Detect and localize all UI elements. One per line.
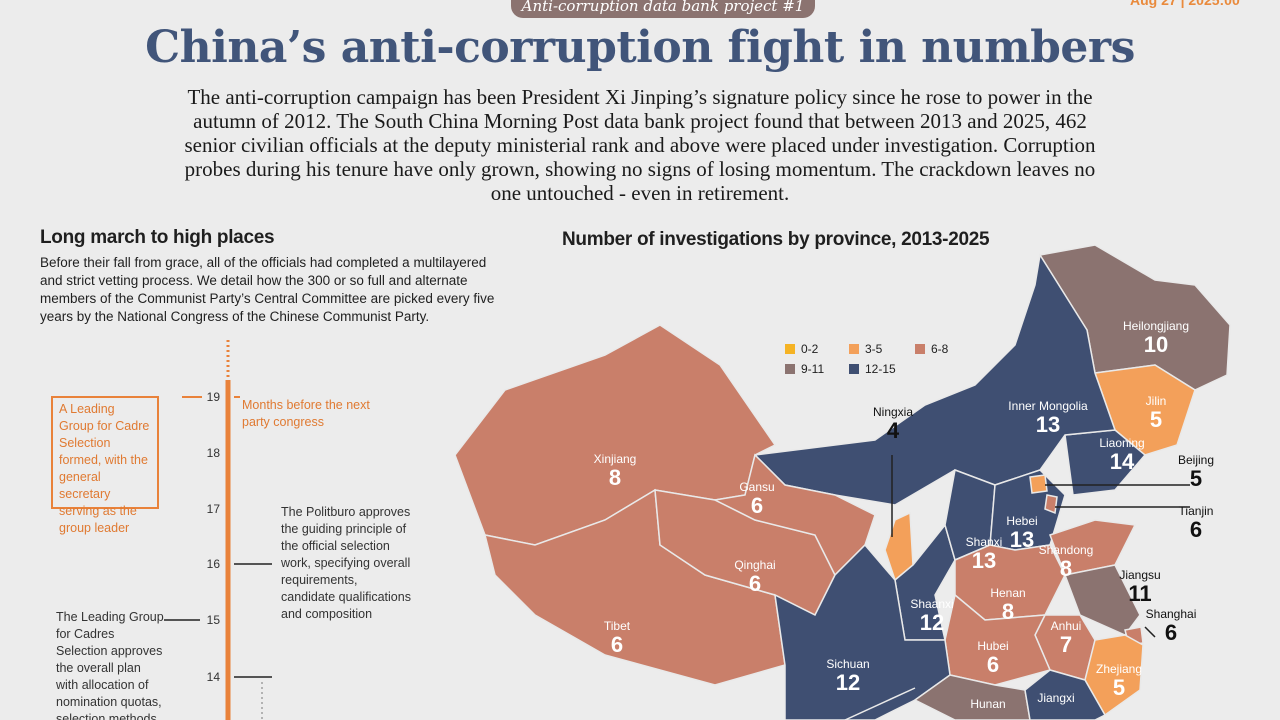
province-jiangsu (1063, 564, 1141, 636)
label-jilin: Jilin 5 (1145, 394, 1167, 432)
legend-swatch (849, 364, 859, 374)
leading-group-box: A Leading Group for Cadre Selection form… (51, 396, 159, 535)
section-text-long-march: Before their fall from grace, all of the… (40, 255, 495, 324)
tick-18: 18 (206, 446, 220, 460)
province-jiangxi (1024, 669, 1107, 720)
map-heading: Number of investigations by province, 20… (562, 229, 990, 250)
legend-item-12-15: 12-15 (849, 362, 896, 376)
tick-14: 14 (206, 670, 220, 684)
label-inner-mongolia: Inner Mongolia 13 (1008, 399, 1088, 437)
timeline-graphic (164, 340, 272, 720)
label-shanghai: Shanghai 6 (1145, 607, 1197, 645)
label-xinjiang: Xinjiang 8 (593, 452, 637, 490)
province-sichuan (774, 543, 951, 720)
label-ningxia: Ningxia 4 (872, 405, 914, 443)
page-title: China’s anti-corruption fight in numbers (145, 22, 1135, 73)
label-zhejiang: Zhejiang 5 (1095, 662, 1143, 700)
province-hunan (913, 674, 1031, 720)
province-gansu (712, 453, 876, 577)
section-heading-long-march: Long march to high places (40, 227, 275, 248)
publish-date: Aug 27 | 2025:00 (1130, 0, 1240, 8)
label-qinghai: Qinghai 6 (734, 558, 776, 596)
label-gansu: Gansu 6 (739, 480, 775, 518)
label-hunan: Hunan (970, 697, 1006, 711)
legend-swatch (915, 344, 925, 354)
province-beijing (1029, 474, 1048, 494)
legend-item-9-11: 9-11 (785, 362, 824, 376)
legend-item-6-8: 6-8 (915, 342, 948, 356)
label-liaoning: Liaoning 14 (1099, 436, 1145, 474)
label-shanxi: Shanxi 13 (965, 535, 1003, 573)
legend-item-3-5: 3-5 (849, 342, 882, 356)
province-inner-mongolia (753, 252, 1117, 506)
tick-16: 16 (206, 557, 220, 571)
label-shandong: Shandong 8 (1038, 543, 1094, 581)
label-jiangsu: Jiangsu 11 (1119, 568, 1161, 606)
legend-swatch (785, 364, 795, 374)
tick-17: 17 (206, 502, 220, 516)
label-shaanxi: Shaanxi 12 (910, 597, 954, 635)
label-anhui: Anhui 7 (1050, 619, 1082, 657)
shanghai-leader (1144, 626, 1156, 638)
province-tianjin (1044, 494, 1058, 515)
label-tibet: Tibet 6 (603, 619, 631, 657)
legend-item-0-2: 0-2 (785, 342, 818, 356)
label-jiangxi: Jiangxi (1037, 691, 1075, 705)
label-hebei: Hebei 13 (1006, 514, 1038, 552)
legend-swatch (785, 344, 795, 354)
label-beijing: Beijing 5 (1177, 453, 1215, 491)
label-heilongjiang: Heilongjiang 10 (1122, 319, 1190, 357)
label-henan: Henan 8 (990, 586, 1026, 624)
china-province-map (455, 245, 1231, 720)
project-tag: Anti-corruption data bank project #1 (511, 0, 815, 18)
politburo-note: The Politburo approves the guiding princ… (281, 505, 411, 621)
label-sichuan: Sichuan 12 (826, 657, 870, 695)
label-tianjin: Tianjin 6 (1178, 504, 1214, 542)
months-label: Months before the next party congress (242, 398, 370, 429)
leading-group-plan-note: The Leading Group for Cadres Selection a… (56, 610, 164, 720)
tick-19: 19 (206, 390, 220, 404)
intro-paragraph: The anti-corruption campaign has been Pr… (184, 85, 1096, 205)
label-hubei: Hubei 6 (977, 639, 1009, 677)
legend-swatch (849, 344, 859, 354)
tick-15: 15 (206, 613, 220, 627)
